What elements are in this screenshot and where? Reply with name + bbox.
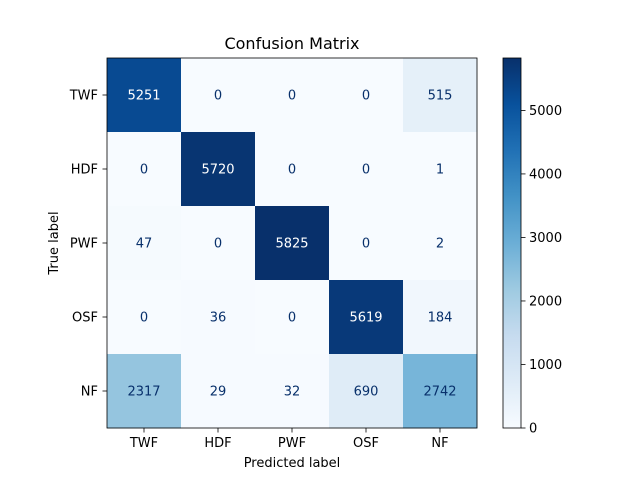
- heatmap-cell: [255, 132, 330, 207]
- heatmap-cells: [107, 58, 478, 429]
- heatmap-cell: [329, 354, 404, 429]
- heatmap-cell: [181, 58, 256, 133]
- colorbar-tick-label: 2000: [529, 294, 562, 309]
- heatmap-cell: [255, 58, 330, 133]
- cell-value-label: 36: [210, 311, 227, 326]
- heatmap-cell: [107, 132, 182, 207]
- cell-value-label: 0: [288, 311, 296, 326]
- heatmap-cell: [107, 206, 182, 281]
- y-tick-label: TWF: [69, 89, 98, 104]
- cell-value-label: 0: [214, 89, 222, 104]
- cell-value-labels: 5251 0 0 0 515 0 5720 0 0 1 47 0 5825 0 2 0 36 0 5619 184 23…: [127, 89, 456, 400]
- heatmap-cell: [403, 280, 478, 355]
- cell-value-label: 2: [436, 237, 444, 252]
- y-tick-label: OSF: [72, 311, 98, 326]
- y-axis-label: True label: [47, 211, 62, 275]
- cell-value-label: 5720: [201, 163, 234, 178]
- cell-value-label: 5619: [349, 311, 382, 326]
- cell-value-label: 0: [214, 237, 222, 252]
- colorbar-tick-label: 5000: [529, 104, 562, 119]
- colorbar: [502, 57, 522, 429]
- heatmap-cell: [255, 206, 330, 281]
- heatmap-cell: [403, 206, 478, 281]
- cell-value-label: 0: [362, 89, 370, 104]
- cell-value-label: 5825: [275, 237, 308, 252]
- x-axis-label: Predicted label: [244, 456, 341, 471]
- heatmap-cell: [181, 280, 256, 355]
- x-tick-label: OSF: [353, 436, 379, 451]
- heatmap-cell: [329, 206, 404, 281]
- colorbar-tick-label: 1000: [529, 358, 562, 373]
- colorbar-tick-label: 0: [529, 422, 537, 437]
- cell-value-label: 2742: [423, 385, 456, 400]
- heatmap-cell: [329, 280, 404, 355]
- cell-value-label: 5251: [127, 89, 160, 104]
- heatmap-cell: [107, 354, 182, 429]
- cell-value-label: 29: [210, 385, 227, 400]
- cell-value-label: 0: [288, 163, 296, 178]
- y-tick-label: HDF: [71, 163, 98, 178]
- cell-value-label: 0: [140, 163, 148, 178]
- chart-title: Confusion Matrix: [224, 34, 359, 53]
- colorbar-ticks: 0 1000 2000 3000 4000 5000: [521, 104, 562, 437]
- cell-value-label: 32: [284, 385, 301, 400]
- x-tick-label: TWF: [129, 436, 158, 451]
- x-tick-label: HDF: [204, 436, 231, 451]
- colorbar-tick-label: 4000: [529, 167, 562, 182]
- cell-value-label: 0: [288, 89, 296, 104]
- y-axis-ticks: TWF HDF PWF OSF NF: [69, 89, 107, 400]
- y-tick-label: NF: [81, 385, 98, 400]
- heatmap-cell: [255, 280, 330, 355]
- heatmap-cell: [403, 58, 478, 133]
- x-tick-label: NF: [431, 436, 448, 451]
- heatmap-cell: [403, 132, 478, 207]
- heatmap-cell: [107, 58, 182, 133]
- cell-value-label: 184: [428, 311, 453, 326]
- heatmap-cell: [107, 280, 182, 355]
- cell-value-label: 0: [140, 311, 148, 326]
- cell-value-label: 515: [428, 89, 453, 104]
- heatmap-cell: [329, 58, 404, 133]
- heatmap-cell: [181, 132, 256, 207]
- colorbar-tick-label: 3000: [529, 231, 562, 246]
- cell-value-label: 2317: [127, 385, 160, 400]
- cell-value-label: 1: [436, 163, 444, 178]
- y-tick-label: PWF: [70, 237, 98, 252]
- x-tick-label: PWF: [278, 436, 306, 451]
- heatmap-cell: [329, 132, 404, 207]
- heatmap-cell: [255, 354, 330, 429]
- cell-value-label: 47: [136, 237, 153, 252]
- cell-value-label: 690: [354, 385, 379, 400]
- heatmap-cell: [403, 354, 478, 429]
- heatmap-cell: [181, 354, 256, 429]
- cell-value-label: 0: [362, 237, 370, 252]
- heatmap-cell: [181, 206, 256, 281]
- x-axis-ticks: TWF HDF PWF OSF NF: [129, 428, 449, 451]
- cell-value-label: 0: [362, 163, 370, 178]
